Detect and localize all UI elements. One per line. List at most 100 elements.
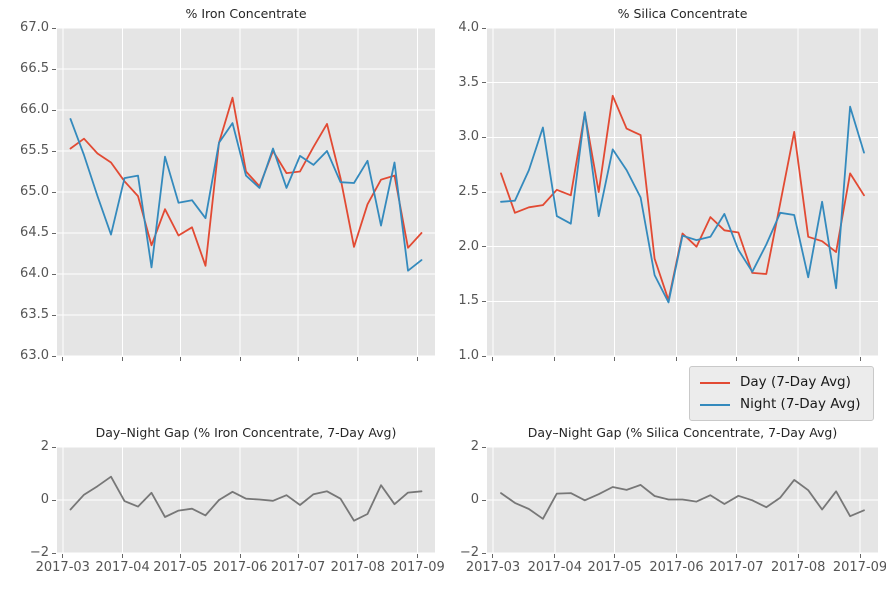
y-tick-label: 66.0 (20, 102, 49, 117)
x-tick-mark (239, 357, 241, 361)
x-tick-mark (735, 357, 737, 361)
x-tick-mark (297, 554, 299, 558)
y-tick-mark (482, 300, 486, 302)
y-tick-label: 0 (470, 492, 479, 507)
y-tick-mark (52, 68, 56, 70)
iron-chart-title: % Iron Concentrate (185, 6, 307, 21)
x-tick-mark (676, 357, 677, 361)
x-tick-label: 2017-04 (95, 560, 150, 575)
x-tick-mark (492, 357, 494, 361)
y-tick-label: 1.5 (458, 293, 479, 309)
y-tick-mark (482, 246, 486, 248)
x-tick-label: 2017-08 (771, 560, 826, 575)
x-tick-mark (62, 554, 64, 558)
y-tick-mark (482, 499, 486, 501)
y-tick-mark (52, 273, 56, 275)
y-tick-label: 3.0 (458, 129, 479, 145)
x-tick-mark (797, 357, 799, 361)
x-tick-label: 2017-05 (153, 560, 208, 575)
x-tick-mark (179, 554, 181, 558)
x-tick-mark (239, 554, 241, 558)
x-tick-mark (554, 357, 556, 361)
x-tick-mark (614, 357, 616, 361)
y-tick-label: 65.5 (20, 143, 49, 158)
x-tick-label: 2017-07 (270, 560, 326, 575)
x-tick-mark (297, 357, 299, 361)
silica-gap-chart: −2 0 2 2017-03 2017-04 2017-05 2017-06 2017-07 2… (460, 439, 886, 575)
y-tick-mark (52, 191, 56, 193)
y-tick-mark (482, 136, 486, 138)
night-7-day-avg-line (500, 105, 865, 304)
x-tick-label: 2017-05 (587, 560, 642, 575)
x-tick-label: 2017-06 (649, 560, 704, 575)
day-line-swatch (700, 381, 730, 384)
x-tick-mark (179, 357, 181, 361)
y-tick-label: 65.0 (20, 184, 49, 199)
legend-item-day: Day (7-Day Avg) (700, 374, 861, 391)
y-tick-label: 63.0 (20, 348, 49, 363)
x-tick-mark (614, 554, 616, 558)
legend-label-day: Day (7-Day Avg) (740, 374, 851, 390)
x-tick-label: 2017-09 (832, 560, 886, 575)
y-tick-mark (482, 552, 486, 554)
day-night-gap-line (500, 479, 865, 520)
iron-concentrate-plot-area (57, 27, 435, 357)
day-7-day-avg-line (500, 94, 865, 302)
x-tick-label: 2017-09 (390, 560, 445, 575)
night-7-day-avg-line (69, 118, 423, 272)
x-tick-mark (417, 554, 419, 558)
night-line-swatch (700, 403, 730, 406)
silica-concentrate-plot-area (487, 27, 878, 357)
iron-gap-plot-area (57, 446, 435, 554)
x-tick-mark (357, 357, 359, 361)
y-tick-label: 4.0 (458, 20, 479, 35)
day-7-day-avg-line (69, 96, 423, 267)
y-tick-mark (482, 355, 486, 357)
y-tick-label: 2 (470, 439, 479, 454)
y-tick-label: 2 (40, 439, 49, 454)
y-tick-mark (52, 499, 56, 501)
x-tick-mark (122, 554, 124, 558)
y-tick-mark (52, 355, 56, 357)
x-tick-mark (859, 357, 861, 361)
y-tick-mark (482, 191, 486, 193)
iron-gap-chart: −2 0 2 2017-03 2017-04 2017-05 2017-06 2017-07 2… (30, 439, 445, 575)
y-tick-label: 0 (40, 492, 49, 507)
x-tick-mark (797, 554, 799, 558)
y-tick-mark (52, 446, 56, 448)
y-tick-label: 1.0 (458, 348, 479, 363)
x-tick-mark (417, 357, 419, 361)
x-tick-label: 2017-03 (465, 560, 521, 575)
x-tick-label: 2017-07 (709, 560, 764, 575)
legend-label-night: Night (7-Day Avg) (740, 396, 861, 412)
y-tick-mark (482, 446, 486, 448)
y-tick-mark (52, 150, 56, 152)
y-tick-mark (52, 109, 56, 111)
x-tick-mark (554, 554, 556, 558)
y-tick-label: 63.5 (20, 307, 49, 322)
y-tick-mark (482, 82, 486, 84)
y-tick-label: 3.5 (458, 74, 479, 90)
x-tick-mark (676, 554, 677, 558)
x-tick-label: 2017-08 (330, 560, 386, 575)
y-tick-label: 2.5 (458, 184, 479, 199)
x-tick-mark (859, 554, 861, 558)
x-tick-mark (357, 554, 359, 558)
x-tick-mark (122, 357, 124, 361)
silica-gap-plot-area (487, 446, 878, 554)
day-night-gap-line (69, 475, 423, 522)
silica-chart-title: % Silica Concentrate (617, 6, 748, 21)
silica-concentrate-chart: 1.0 1.5 2.0 2.5 3.0 3.5 4.0 (458, 20, 878, 363)
y-tick-label: 66.5 (20, 61, 49, 76)
y-tick-label: 2.0 (458, 238, 479, 254)
y-tick-label: −2 (29, 545, 49, 560)
y-tick-mark (52, 314, 56, 316)
y-tick-mark (482, 27, 486, 29)
y-tick-label: 64.5 (20, 225, 49, 240)
y-tick-label: −2 (459, 545, 479, 560)
x-tick-label: 2017-03 (35, 560, 90, 575)
y-tick-mark (52, 27, 56, 29)
legend-item-night: Night (7-Day Avg) (700, 396, 861, 413)
legend: Day (7-Day Avg) Night (7-Day Avg) (689, 366, 874, 421)
y-tick-label: 64.0 (20, 266, 49, 281)
